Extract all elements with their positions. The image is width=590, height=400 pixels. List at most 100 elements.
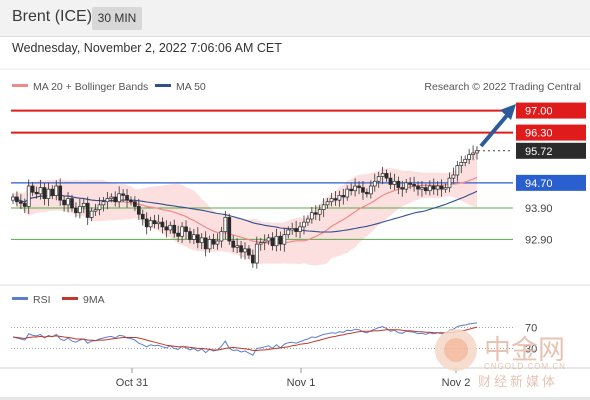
candle-body	[290, 228, 295, 231]
projection-arrow-head-icon	[500, 104, 516, 120]
candle-body	[447, 177, 452, 188]
ma50-legend-label: MA 50	[176, 81, 206, 93]
candle-body	[42, 187, 47, 199]
candle-body	[70, 198, 74, 209]
candle-body	[188, 231, 192, 240]
candle-body	[121, 193, 125, 196]
candle-body	[424, 187, 428, 192]
candle-body	[451, 174, 456, 179]
candle-body	[219, 231, 224, 242]
candle-body	[309, 212, 314, 220]
candle-body	[34, 191, 39, 195]
candle-body	[439, 185, 444, 190]
candle-body	[66, 198, 70, 206]
candle-body	[192, 234, 196, 240]
candle-body	[467, 154, 471, 160]
candle-body	[176, 232, 181, 237]
price-levels	[11, 109, 513, 240]
time-axis-labels: Oct 31 Nov 1 Nov 2	[116, 368, 470, 389]
time-tick-label: Oct 31	[116, 377, 148, 389]
candle-body	[341, 195, 346, 198]
rsi-legend-swatch	[12, 297, 28, 300]
candle-body	[180, 226, 184, 237]
candle-body	[392, 180, 397, 185]
candle-body	[463, 158, 468, 163]
candle-body	[148, 220, 153, 228]
candle-body	[420, 187, 424, 190]
candle-body	[38, 187, 43, 195]
candle-body	[19, 201, 23, 204]
candle-body	[54, 185, 59, 196]
bollinger-band-layer	[13, 147, 477, 266]
candle-body	[435, 185, 440, 190]
candle-body	[333, 198, 338, 201]
source-credit: Research © 2022 Trading Central	[424, 81, 581, 93]
candle-body	[254, 243, 259, 264]
candle-body	[58, 185, 63, 201]
candle-body	[317, 209, 322, 215]
candle-body	[258, 242, 263, 245]
candle-body	[380, 173, 385, 177]
candle-body	[270, 237, 275, 247]
candle-body	[156, 221, 161, 225]
candle-body	[74, 207, 78, 214]
candle-body	[50, 188, 55, 196]
candle-body	[302, 221, 306, 228]
level-label-box	[516, 124, 586, 141]
candle-body	[372, 180, 377, 187]
rsi-ma-line	[12, 326, 478, 351]
candle-body	[416, 185, 420, 190]
candle-body	[144, 218, 149, 228]
candle-body	[337, 195, 342, 201]
level-label: 93.90	[525, 203, 553, 215]
candle-body	[168, 224, 173, 231]
projection-arrow-shaft	[479, 111, 511, 148]
rsi-tick-label: 70	[525, 323, 537, 335]
time-tick-label: Nov 1	[287, 377, 316, 389]
candle-body	[62, 199, 66, 206]
candle-body	[459, 162, 464, 166]
candle-body	[85, 202, 90, 218]
candle-body	[361, 187, 365, 193]
candle-body	[223, 217, 228, 232]
candle-body	[227, 217, 232, 242]
ma20-legend-label: MA 20 + Bollinger Bands	[33, 81, 148, 93]
candle-body	[475, 150, 479, 154]
watermark-logo-inner-icon	[444, 338, 468, 362]
candle-body	[15, 196, 19, 203]
candle-body	[345, 188, 350, 198]
timeframe-button[interactable]: 30 MIN	[92, 7, 142, 30]
price-level-labels: 97.00 96.30 95.72 94.70 93.90 92.90	[516, 102, 586, 246]
candle-body	[349, 188, 354, 192]
candle-body	[81, 202, 86, 207]
candle-body	[140, 213, 145, 220]
candle-body	[443, 187, 448, 190]
watermark-brand: 中金网	[484, 335, 565, 366]
candle-body	[235, 245, 239, 248]
level-label-box	[516, 102, 586, 119]
level-label: 94.70	[525, 178, 553, 190]
level-label: 96.30	[525, 128, 553, 140]
candle-body	[195, 234, 200, 243]
candle-body	[164, 226, 169, 231]
candle-body	[408, 182, 413, 185]
candle-body	[93, 209, 98, 212]
candle-body	[278, 235, 283, 245]
candle-body	[30, 185, 35, 193]
candle-body	[251, 254, 255, 264]
rsi-ma-legend-swatch	[62, 297, 78, 300]
candle-body	[89, 210, 94, 218]
candle-body	[357, 185, 361, 188]
candle-body	[184, 226, 188, 232]
candle-body	[109, 196, 114, 199]
candle-body	[247, 248, 251, 256]
level-label: 95.72	[525, 146, 553, 158]
moving-averages	[12, 176, 478, 245]
header-bar: Brent (ICE) 30 MIN	[0, 0, 590, 37]
ma50-line	[12, 190, 478, 233]
candle-body	[203, 237, 208, 250]
candle-body	[113, 196, 118, 203]
candle-body	[46, 188, 51, 199]
candle-body	[136, 206, 141, 215]
